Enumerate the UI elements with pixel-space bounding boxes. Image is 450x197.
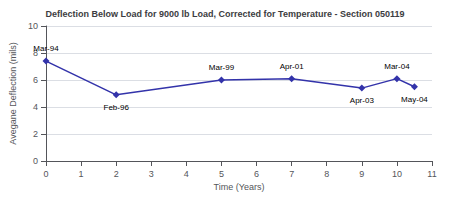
svg-text:7: 7 <box>289 169 294 179</box>
svg-text:Avegane Deflection (mils): Avegane Deflection (mils) <box>8 42 18 144</box>
svg-text:2: 2 <box>33 129 38 139</box>
svg-text:1: 1 <box>79 169 84 179</box>
svg-text:4: 4 <box>184 169 189 179</box>
svg-text:Time (Years): Time (Years) <box>214 182 265 192</box>
svg-text:Apr-03: Apr-03 <box>350 96 375 105</box>
svg-text:Mar-94: Mar-94 <box>33 44 59 53</box>
svg-text:6: 6 <box>254 169 259 179</box>
svg-text:8: 8 <box>324 169 329 179</box>
svg-text:May-04: May-04 <box>401 95 428 104</box>
svg-text:Mar-04: Mar-04 <box>384 62 410 71</box>
svg-text:5: 5 <box>219 169 224 179</box>
svg-text:10: 10 <box>392 169 402 179</box>
svg-text:10: 10 <box>28 21 38 31</box>
svg-text:Apr-01: Apr-01 <box>280 62 305 71</box>
svg-text:3: 3 <box>149 169 154 179</box>
svg-text:2: 2 <box>114 169 119 179</box>
svg-text:Feb-96: Feb-96 <box>104 103 130 112</box>
svg-text:0: 0 <box>43 169 48 179</box>
svg-text:Deflection Below Load for 9000: Deflection Below Load for 9000 lb Load, … <box>46 9 405 19</box>
svg-text:0: 0 <box>33 156 38 166</box>
svg-text:11: 11 <box>427 169 436 179</box>
svg-text:6: 6 <box>33 75 38 85</box>
svg-text:Mar-99: Mar-99 <box>209 63 235 72</box>
svg-text:9: 9 <box>359 169 364 179</box>
svg-text:4: 4 <box>33 102 38 112</box>
